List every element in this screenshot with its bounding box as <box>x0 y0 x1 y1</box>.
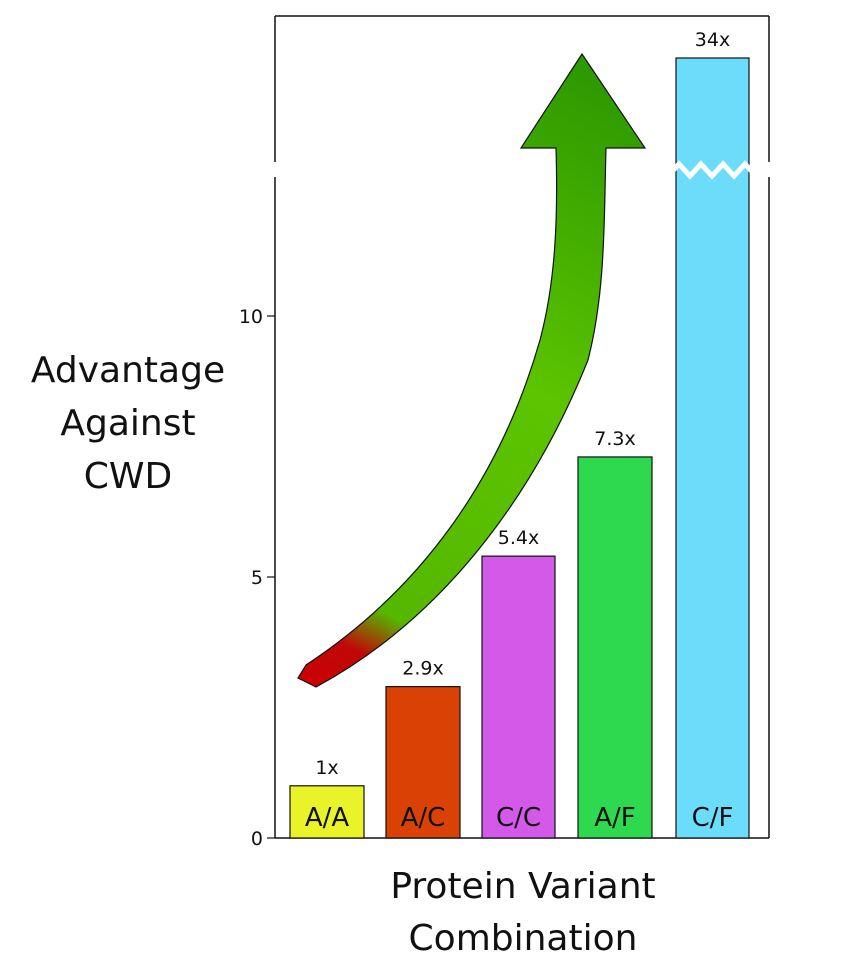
category-label: C/C <box>496 803 541 833</box>
bar-C/C <box>481 555 556 839</box>
y-axis-title: Advantage Against CWD <box>31 350 225 497</box>
category-label: A/F <box>594 803 636 833</box>
bar-A/C <box>385 686 461 839</box>
y-tick-label: 5 <box>251 567 263 589</box>
data-label: 34x <box>695 29 730 51</box>
bar-A/A <box>289 785 365 839</box>
data-label: 5.4x <box>498 527 539 549</box>
y-tick-label: 0 <box>251 828 263 850</box>
x-axis-title: Protein Variant Combination <box>390 866 655 959</box>
data-label: 2.9x <box>402 658 443 680</box>
x-axis-title-line: Protein Variant <box>390 866 655 907</box>
category-label: C/F <box>692 803 734 833</box>
bar-C/F <box>675 57 750 839</box>
y-axis-title-line: CWD <box>84 456 172 497</box>
bars: 1x A/A 2.9x A/C 5.4x C/C 7.3x A/F 34x C/F <box>289 29 780 839</box>
y-axis-title-line: Against <box>60 403 195 444</box>
x-axis-title-line: Combination <box>409 918 638 959</box>
category-label: A/A <box>305 803 350 833</box>
y-axis-title-line: Advantage <box>31 350 225 391</box>
y-ticks: 0 5 10 <box>239 306 275 850</box>
data-label: 1x <box>315 757 338 779</box>
category-label: A/C <box>401 803 446 833</box>
data-label: 7.3x <box>594 428 635 450</box>
bar-A/F <box>577 456 653 839</box>
axis-break-mark <box>666 160 780 180</box>
y-tick-label: 10 <box>239 306 263 328</box>
growth-arrow <box>297 52 647 688</box>
